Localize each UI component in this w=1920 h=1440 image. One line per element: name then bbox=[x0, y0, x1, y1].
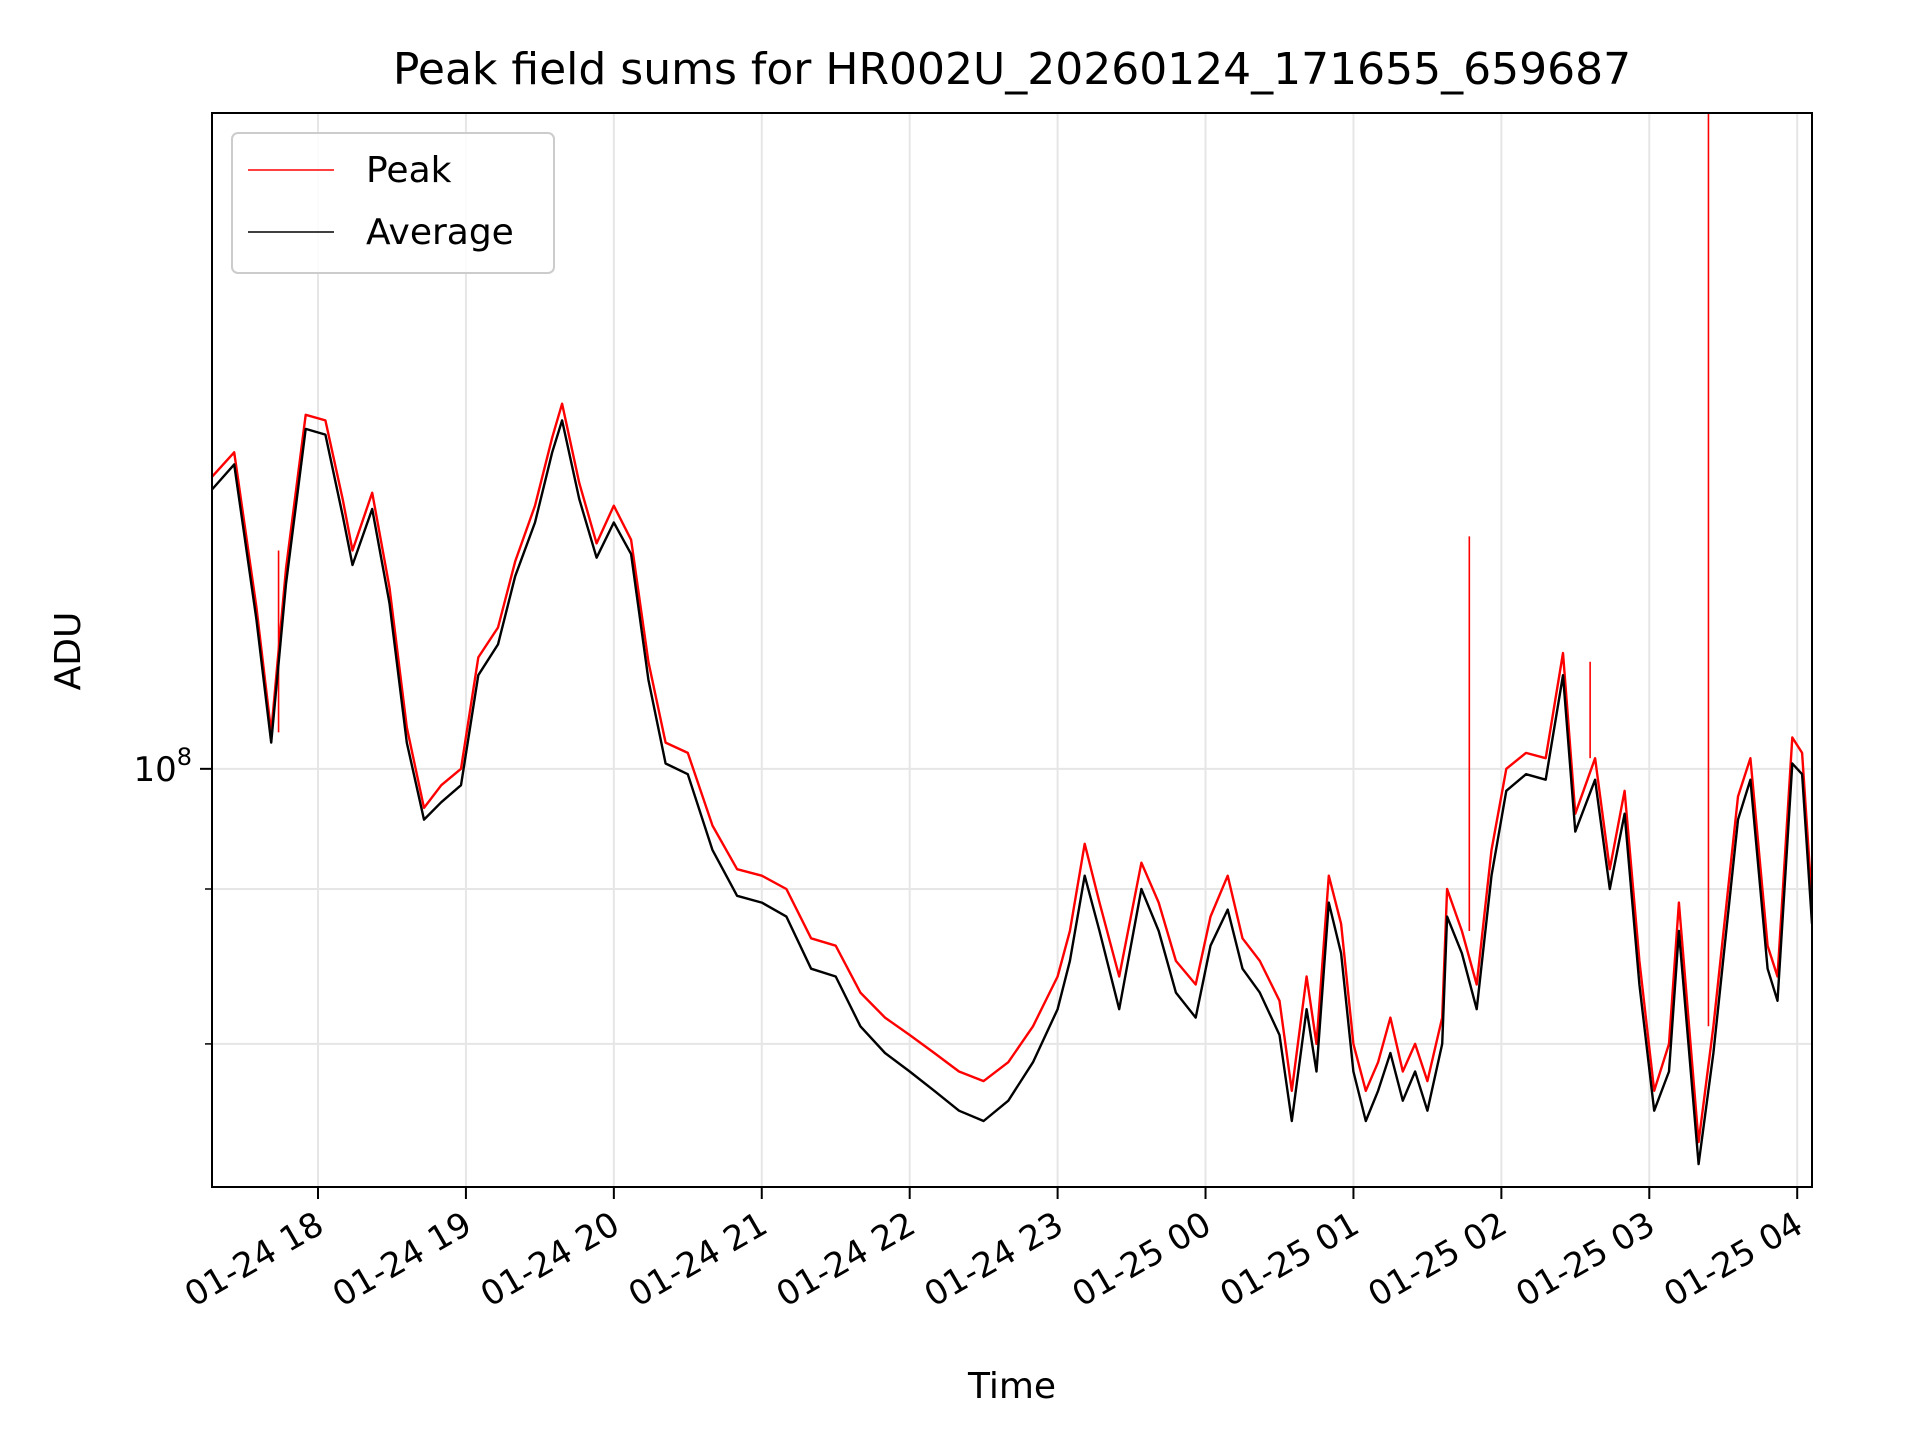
y-axis-ticks: 108 bbox=[133, 743, 212, 1045]
legend-label-peak: Peak bbox=[366, 150, 452, 191]
legend-box bbox=[231, 132, 555, 274]
chart-title: Peak field sums for HR002U_20260124_1716… bbox=[393, 44, 1631, 95]
plot-frame bbox=[211, 112, 1813, 1188]
grid bbox=[212, 113, 1812, 1187]
y-tick-label: 108 bbox=[133, 743, 192, 790]
legend-label-average: Average bbox=[366, 212, 514, 253]
x-axis-label: Time bbox=[967, 1366, 1056, 1407]
y-axis-label: ADU bbox=[48, 612, 89, 691]
legend: Peak Average bbox=[231, 132, 555, 274]
plot-series bbox=[212, 113, 1812, 1166]
series-line-average bbox=[212, 419, 1812, 1166]
series-line-peak bbox=[212, 402, 1812, 1144]
